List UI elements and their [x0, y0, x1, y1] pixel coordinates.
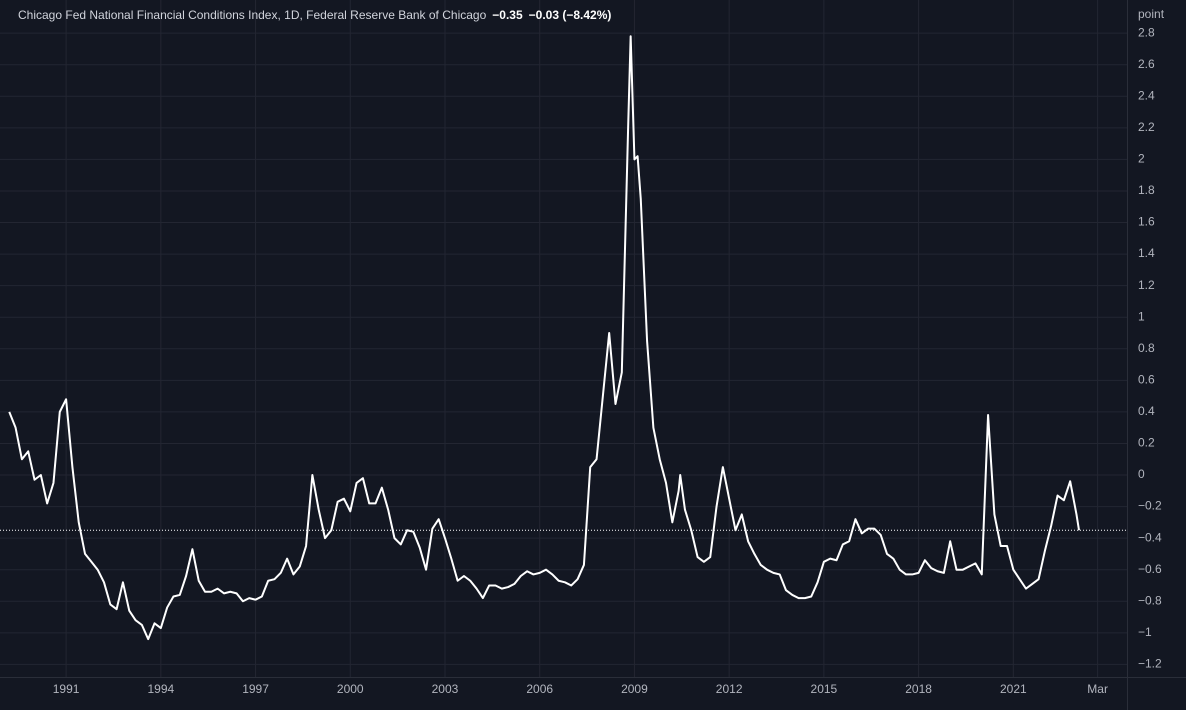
y-tick-label: 2: [1138, 152, 1145, 166]
last-value: −0.35: [492, 8, 523, 22]
x-tick-label: 2021: [1000, 682, 1027, 696]
x-tick-label: 2009: [621, 682, 648, 696]
x-tick-label: 2003: [432, 682, 459, 696]
grid: [0, 0, 1127, 677]
x-tick-label: 1994: [147, 682, 174, 696]
series-line: [8, 35, 1080, 641]
y-tick-label: 1.6: [1138, 215, 1155, 229]
change: −0.03 (−8.42%): [528, 8, 612, 22]
y-tick-label: 0.4: [1138, 404, 1155, 418]
y-tick-label: −0.4: [1138, 530, 1162, 544]
y-tick-label: 0.6: [1138, 372, 1155, 386]
x-tick-label: 1997: [242, 682, 269, 696]
y-tick-label: 0.2: [1138, 436, 1155, 450]
x-tick-label: 1991: [53, 682, 80, 696]
y-tick-label: −0.8: [1138, 593, 1162, 607]
plot: [0, 35, 1127, 641]
x-tick-label: 2012: [716, 682, 743, 696]
x-tick-label: 2015: [811, 682, 838, 696]
y-tick-label: 0: [1138, 467, 1145, 481]
y-tick-label: 2.6: [1138, 57, 1155, 71]
y-tick-label: −0.2: [1138, 499, 1162, 513]
series-title: Chicago Fed National Financial Condition…: [18, 8, 487, 22]
y-tick-label: 1: [1138, 309, 1145, 323]
y-tick-label: −0.6: [1138, 562, 1162, 576]
y-unit: point: [1138, 7, 1165, 21]
y-tick-label: 1.4: [1138, 246, 1155, 260]
y-tick-label: 0.8: [1138, 341, 1155, 355]
x-tick-label: 2018: [905, 682, 932, 696]
y-tick-label: 2.4: [1138, 88, 1155, 102]
legend-header: Chicago Fed National Financial Condition…: [18, 8, 611, 22]
y-tick-label: −1: [1138, 625, 1152, 639]
axes: 2.8 2.6 2.4 2.2 2 1.8 1.6 1.4 1.2 1 0.8 0.6 0.4 0.2 0 −…: [53, 25, 1162, 696]
y-tick-label: 1.2: [1138, 278, 1155, 292]
y-tick-label: 2.8: [1138, 25, 1155, 39]
x-tick-label: Mar: [1087, 682, 1108, 696]
y-tick-label: −1.2: [1138, 657, 1162, 671]
y-tick-label: 1.8: [1138, 183, 1155, 197]
x-tick-label: 2000: [337, 682, 364, 696]
x-tick-label: 2006: [526, 682, 553, 696]
y-tick-label: 2.2: [1138, 120, 1155, 134]
